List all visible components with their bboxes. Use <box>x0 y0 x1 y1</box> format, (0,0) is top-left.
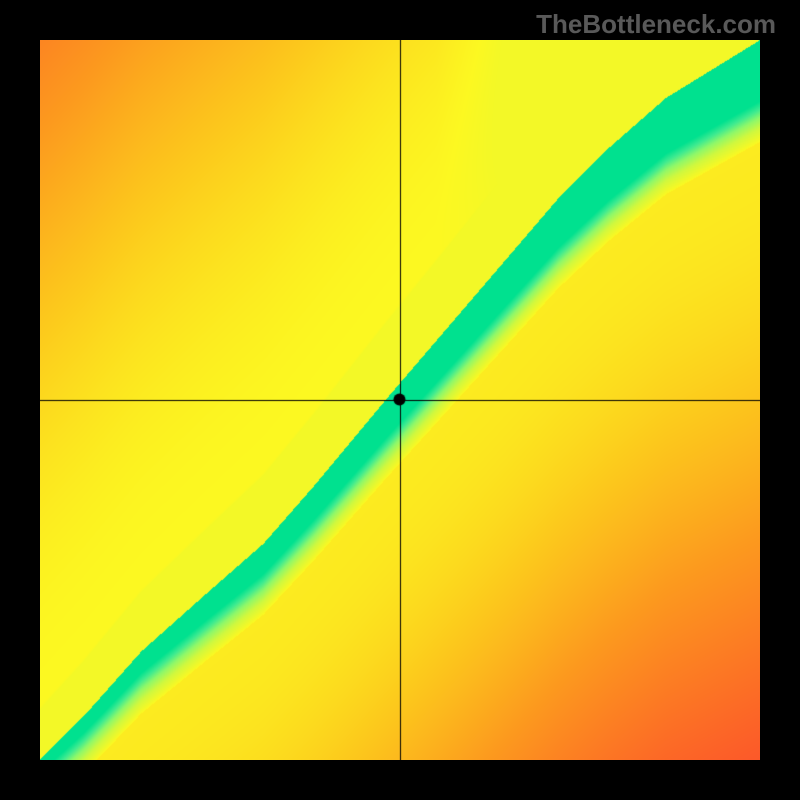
chart-container: TheBottleneck.com <box>0 0 800 800</box>
watermark-text: TheBottleneck.com <box>536 9 776 40</box>
bottleneck-heatmap <box>40 40 760 760</box>
